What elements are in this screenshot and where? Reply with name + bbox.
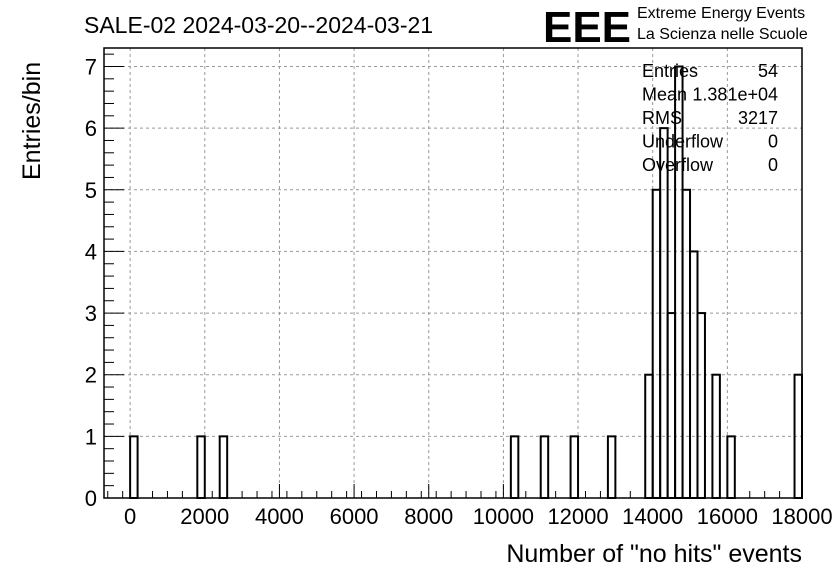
x-tick-label: 2000 <box>180 504 229 529</box>
x-tick-label: 8000 <box>404 504 453 529</box>
histogram-bin <box>726 435 736 500</box>
histogram-bin <box>606 435 617 500</box>
x-tick-label: 6000 <box>330 504 379 529</box>
y-tick-label: 5 <box>85 178 97 203</box>
logo-line-2: La Scienza nelle Scuole <box>637 26 808 43</box>
plot-frame <box>103 47 803 499</box>
stats-label: Underflow <box>642 132 724 152</box>
histogram-bin <box>681 188 692 499</box>
x-tick-label: 12000 <box>547 504 608 529</box>
histogram-bin <box>196 435 206 500</box>
axis-ticks <box>104 53 803 499</box>
y-tick-label: 3 <box>85 301 97 326</box>
stats-value: 0 <box>768 132 778 152</box>
logo-mark: EEE <box>543 3 631 52</box>
y-tick-label: 1 <box>85 424 97 449</box>
logo-line-1: Extreme Energy Events <box>637 5 805 22</box>
y-tick-label: 4 <box>85 239 97 264</box>
stats-value: 3217 <box>738 108 778 128</box>
stats-label: Mean <box>642 85 687 105</box>
histogram-bin <box>539 435 550 500</box>
histogram-bin <box>651 188 662 499</box>
tick-labels: 0 2000 4000 6000 8000 10000 12000 14000 16000 180… <box>85 54 833 529</box>
stats-value: 0 <box>768 155 778 175</box>
stats-label: RMS <box>642 108 682 128</box>
stats-box: Entries 54 Mean 1.381e+04 RMS 3217 Underflow 0 O… <box>642 61 778 175</box>
histogram-bin <box>696 312 706 499</box>
stats-label: Overflow <box>642 155 714 175</box>
stats-value: 54 <box>758 61 778 81</box>
x-tick-label: 10000 <box>473 504 534 529</box>
x-tick-label: 18000 <box>771 504 832 529</box>
stats-value: 1.381e+04 <box>692 85 778 105</box>
x-tick-label: 14000 <box>622 504 683 529</box>
x-tick-label: 0 <box>124 504 136 529</box>
y-tick-label: 7 <box>85 54 97 79</box>
eee-logo: EEE Extreme Energy Events La Scienza nel… <box>543 3 808 52</box>
x-tick-label: 4000 <box>255 504 304 529</box>
x-tick-label: 16000 <box>697 504 758 529</box>
chart-title: SALE-02 2024-03-20--2024-03-21 <box>84 12 433 38</box>
y-tick-label: 0 <box>85 486 97 511</box>
histogram-bin <box>569 435 580 500</box>
histogram-bin <box>129 435 139 500</box>
y-axis-label: Entries/bin <box>18 62 46 180</box>
x-axis-label: Number of "no hits" events <box>506 540 802 568</box>
histogram-bin <box>218 435 229 500</box>
histogram-bin <box>666 312 677 499</box>
histogram-bin <box>509 435 520 500</box>
y-tick-label: 6 <box>85 116 97 141</box>
stats-label: Entries <box>642 61 698 81</box>
y-tick-label: 2 <box>85 363 97 388</box>
